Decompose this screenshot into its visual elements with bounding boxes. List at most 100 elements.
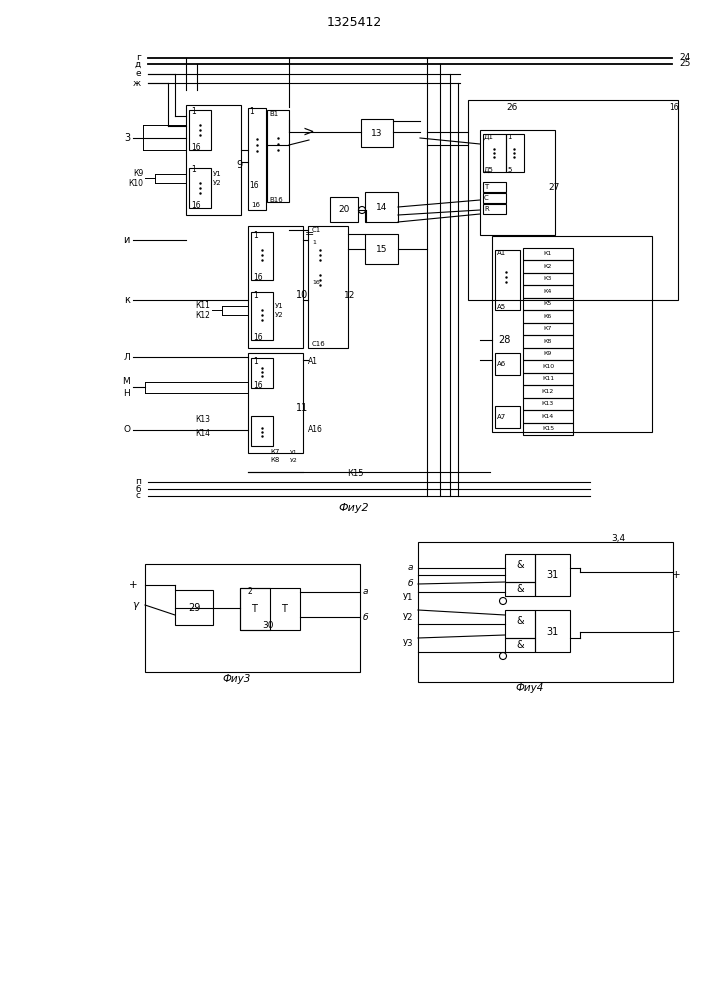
Text: 27: 27 — [548, 182, 559, 192]
Text: +: + — [672, 570, 680, 580]
Text: 2: 2 — [247, 586, 252, 595]
Bar — [495, 250, 520, 310]
Bar — [189, 168, 211, 208]
Text: к: к — [124, 295, 130, 305]
Bar — [523, 410, 573, 422]
Text: К4: К4 — [544, 289, 552, 294]
Text: К15: К15 — [346, 468, 363, 478]
Text: 16: 16 — [312, 279, 320, 284]
Bar — [361, 119, 393, 147]
Text: А6: А6 — [497, 361, 506, 367]
Bar — [483, 182, 506, 192]
Bar — [523, 335, 573, 348]
Text: 25: 25 — [679, 60, 690, 68]
Text: 1: 1 — [312, 239, 316, 244]
Text: К7: К7 — [270, 449, 279, 455]
Bar — [483, 193, 506, 203]
Text: 13: 13 — [371, 128, 382, 137]
Text: А5: А5 — [497, 304, 506, 310]
Bar — [248, 108, 266, 210]
Text: =: = — [305, 229, 315, 239]
Text: а: а — [407, 564, 413, 572]
Text: Т: Т — [484, 184, 489, 190]
Bar — [251, 292, 273, 340]
Text: 1: 1 — [507, 134, 511, 140]
Text: 29: 29 — [188, 603, 200, 613]
Bar — [483, 204, 506, 214]
Bar — [248, 353, 303, 453]
Text: К10: К10 — [542, 364, 554, 369]
Bar — [523, 247, 573, 260]
Bar — [505, 610, 535, 638]
Text: А7: А7 — [497, 414, 506, 420]
Bar — [505, 582, 535, 596]
Text: 30: 30 — [262, 621, 274, 631]
Text: 16: 16 — [253, 334, 262, 342]
Text: Т: Т — [281, 604, 287, 614]
Bar — [523, 422, 573, 435]
Text: У1: У1 — [275, 303, 284, 309]
Bar — [492, 236, 652, 432]
Text: А16: А16 — [308, 426, 323, 434]
Text: 15: 15 — [376, 244, 387, 253]
Text: б: б — [136, 485, 141, 493]
Text: и: и — [124, 235, 130, 245]
Text: 20: 20 — [339, 206, 350, 215]
Text: Фиу4: Фиу4 — [516, 683, 544, 693]
Text: О: О — [123, 426, 130, 434]
Bar — [308, 226, 348, 348]
Bar — [480, 130, 555, 235]
Text: Н: Н — [123, 388, 130, 397]
Text: К15: К15 — [542, 426, 554, 431]
Text: К8: К8 — [544, 339, 552, 344]
Bar — [506, 134, 524, 172]
Text: 1: 1 — [191, 165, 196, 174]
Text: −: − — [672, 627, 680, 637]
Text: е: е — [135, 70, 141, 79]
Text: С1: С1 — [312, 227, 321, 233]
Text: В1: В1 — [269, 111, 279, 117]
Text: К1: К1 — [544, 251, 552, 256]
Text: R: R — [484, 206, 489, 212]
Text: 1: 1 — [253, 292, 258, 300]
Text: Л: Л — [123, 353, 130, 361]
Text: 1: 1 — [191, 107, 196, 116]
Bar — [483, 134, 506, 172]
Text: 26: 26 — [506, 103, 518, 111]
Text: К7: К7 — [544, 326, 552, 331]
Bar — [523, 385, 573, 397]
Text: 24: 24 — [679, 53, 690, 62]
Text: γ: γ — [132, 600, 138, 610]
Bar — [535, 554, 570, 596]
Text: К3: К3 — [544, 276, 552, 281]
Text: К11: К11 — [542, 376, 554, 381]
Bar — [505, 638, 535, 652]
Text: Фиу2: Фиу2 — [339, 503, 369, 513]
Text: +: + — [129, 580, 138, 590]
Text: А1: А1 — [497, 250, 506, 256]
Text: 3,4: 3,4 — [611, 534, 625, 542]
Bar — [523, 272, 573, 285]
Bar — [495, 406, 520, 428]
Text: 16: 16 — [252, 202, 260, 208]
Bar — [523, 348, 573, 360]
Text: 1325412: 1325412 — [327, 15, 382, 28]
Bar — [240, 588, 300, 630]
Text: А1: А1 — [308, 358, 318, 366]
Bar — [365, 234, 398, 264]
Text: У2: У2 — [213, 180, 221, 186]
Text: 28: 28 — [498, 335, 510, 345]
Bar — [365, 192, 398, 222]
Text: К6: К6 — [544, 314, 552, 319]
Bar — [523, 310, 573, 322]
Text: а: а — [363, 587, 368, 596]
Bar — [189, 110, 211, 150]
Text: 11: 11 — [296, 403, 308, 413]
Text: К12: К12 — [542, 389, 554, 394]
Text: К14: К14 — [542, 414, 554, 419]
Text: &: & — [516, 584, 524, 594]
Bar — [186, 105, 241, 215]
Text: С16: С16 — [312, 341, 326, 347]
Text: Д5: Д5 — [484, 167, 494, 173]
Text: К12: К12 — [195, 310, 210, 320]
